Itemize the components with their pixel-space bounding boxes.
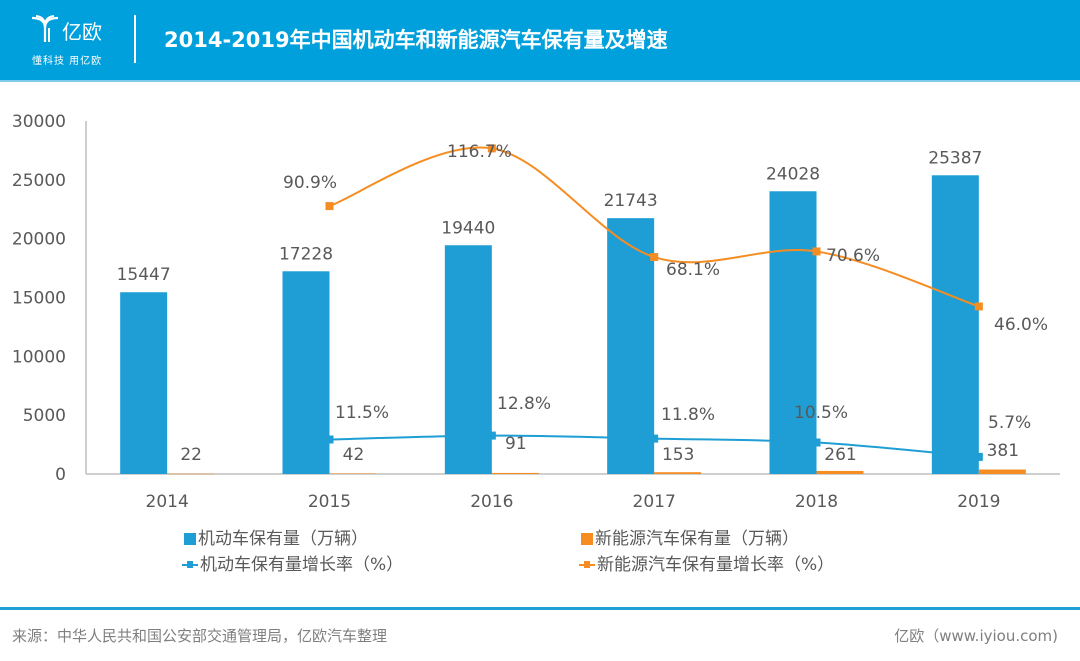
data-label-vehicle-growth: 11.8% [661,405,715,425]
y-tick-label: 20000 [12,230,66,250]
bar-nev-stock [816,470,864,474]
data-label-vehicle-growth: 10.5% [794,403,848,423]
data-label-vehicle-growth: 11.5% [335,403,389,423]
logo-slogan: 懂科技 用亿欧 [32,56,103,67]
data-label-vehicle-stock: 25387 [928,148,982,168]
x-tick-label: 2017 [633,492,676,512]
legend-swatch-orange-square [581,533,593,545]
y-tick-label: 0 [55,465,66,485]
chart-title: 2014-2019年中国机动车和新能源汽车保有量及增速 [164,28,668,52]
legend-label: 机动车保有量增长率（%） [200,555,404,575]
logo-y-icon [31,15,59,42]
bar-vehicle-stock [931,175,979,474]
marker-vehicle-growth [974,452,983,461]
legend-item-vehicle-stock: 机动车保有量（万辆） [184,524,368,549]
legend-swatch-blue-square [184,533,196,545]
data-label-vehicle-stock: 15447 [117,265,171,285]
data-label-vehicle-growth: 5.7% [988,413,1031,433]
marker-vehicle-growth [812,438,821,447]
marker-nev-growth [650,253,659,262]
data-label-nev-stock: 381 [987,441,1019,461]
data-label-vehicle-stock: 21743 [604,191,658,211]
data-label-nev-growth: 116.7% [447,142,512,162]
marker-vehicle-growth [325,435,334,444]
y-tick-label: 5000 [23,406,66,426]
y-tick-label: 10000 [12,347,66,367]
bar-vehicle-stock [444,245,492,474]
data-label-nev-stock: 153 [662,445,694,465]
x-tick-label: 2014 [146,492,189,512]
header-banner: 亿欧 懂科技 用亿欧 2014-2019年中国机动车和新能源汽车保有量及增速 [0,0,1080,80]
header-underline [0,80,1080,82]
marker-nev-growth [812,247,821,256]
data-label-vehicle-stock: 17228 [279,244,333,264]
bar-nev-stock [167,473,215,475]
x-tick-label: 2015 [308,492,351,512]
marker-nev-growth [974,302,983,311]
x-tick-label: 2016 [470,492,513,512]
data-label-vehicle-growth: 12.8% [497,394,551,414]
data-label-nev-growth: 46.0% [994,315,1048,335]
data-label-nev-growth: 90.9% [283,173,337,193]
legend-label: 新能源汽车保有量（万辆） [595,529,799,549]
legend-swatch-orange-line [579,561,595,568]
bar-nev-stock [329,473,377,475]
legend-item-nev-stock: 新能源汽车保有量（万辆） [581,524,799,549]
marker-nev-growth [325,202,334,211]
data-label-nev-growth: 68.1% [666,260,720,280]
chart: 0 5000 10000 15000 20000 25000 30000 2014 2015 20… [12,112,1060,512]
x-tick-label: 2019 [957,492,1000,512]
legend-item-nev-growth: 新能源汽车保有量增长率（%） [579,550,834,575]
marker-nev-growth [487,144,496,153]
marker-vehicle-growth [650,434,659,443]
bar-nev-stock [491,472,539,474]
data-label-vehicle-stock: 24028 [766,164,820,184]
header-divider [134,15,136,63]
data-label-vehicle-stock: 19440 [441,218,495,238]
data-label-nev-stock: 22 [180,445,202,465]
legend-item-vehicle-growth: 机动车保有量增长率（%） [182,550,403,575]
site-credit: 亿欧（www.iyiou.com) [894,627,1058,645]
y-tick-label: 25000 [12,171,66,191]
bar-vehicle-stock [282,271,330,474]
source-note: 来源：中华人民共和国公安部交通管理局，亿欧汽车整理 [12,627,388,645]
data-label-nev-stock: 261 [824,445,856,465]
logo-name: 亿欧 [62,20,102,44]
y-tick-label: 30000 [12,112,66,132]
bar-vehicle-stock [607,218,655,474]
data-label-nev-stock: 42 [343,445,365,465]
bar-vehicle-stock [769,191,817,474]
bar-nev-stock [978,469,1026,474]
data-label-nev-growth: 70.6% [826,246,880,266]
y-tick-label: 15000 [12,289,66,309]
marker-vehicle-growth [487,431,496,440]
legend-label: 新能源汽车保有量增长率（%） [597,555,835,575]
legend-swatch-blue-line [182,561,198,568]
legend-label: 机动车保有量（万辆） [198,529,368,549]
footer-divider [0,607,1080,610]
bar-vehicle-stock [120,292,168,474]
x-tick-label: 2018 [795,492,838,512]
data-label-nev-stock: 91 [505,434,527,454]
bar-nev-stock [654,472,702,474]
